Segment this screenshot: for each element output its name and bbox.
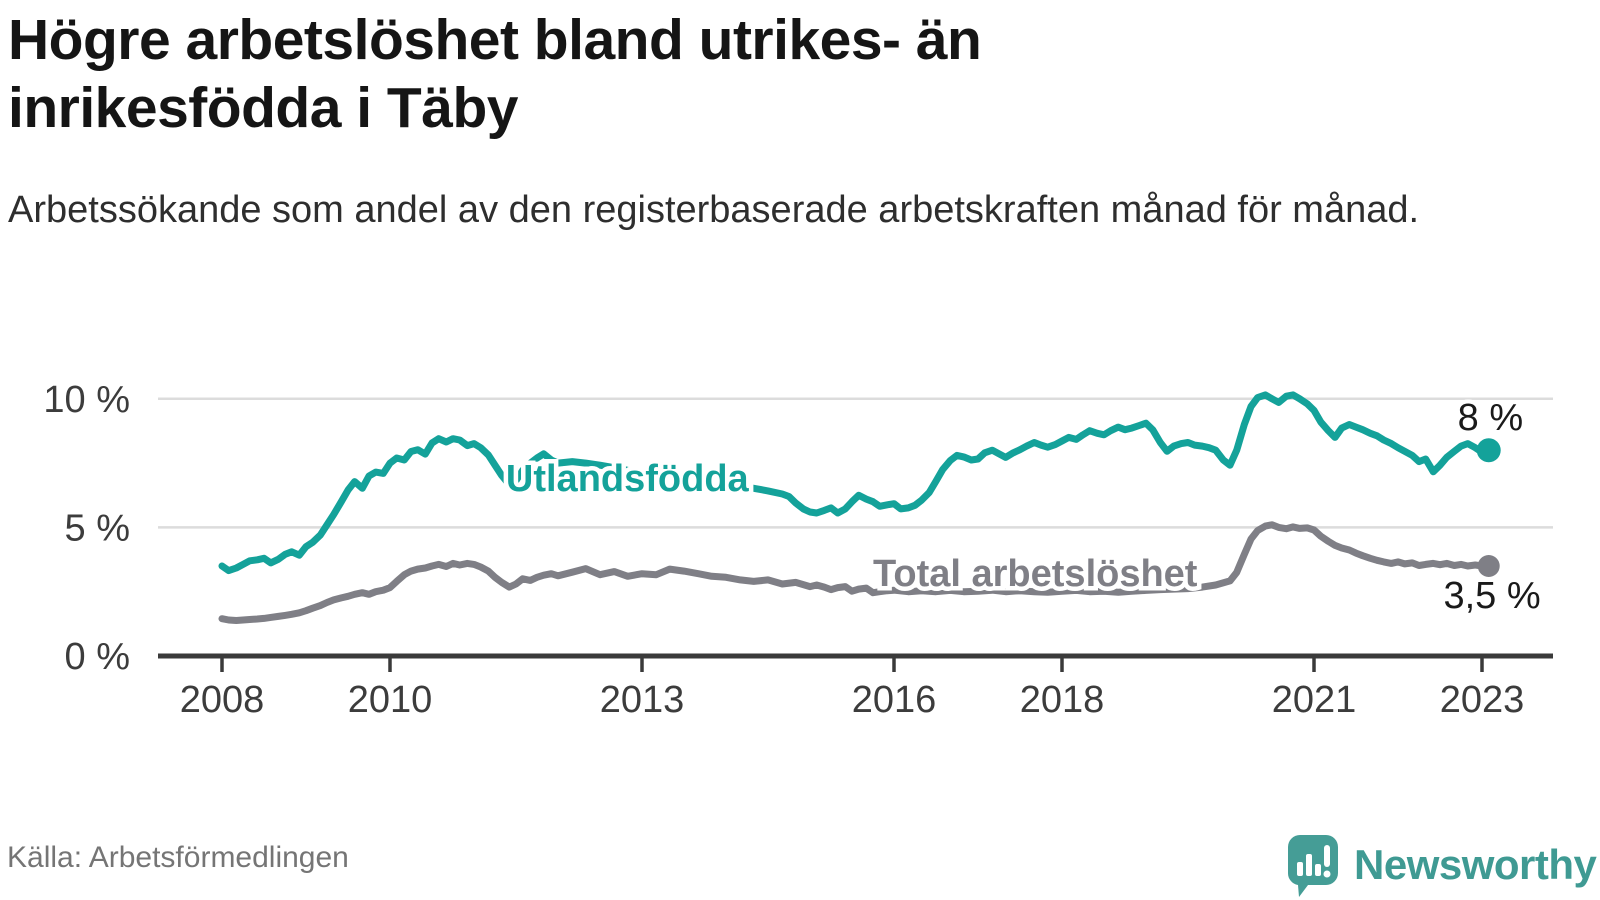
newsworthy-bubble-chart-icon bbox=[1287, 835, 1338, 897]
x-tick-label: 2008 bbox=[180, 679, 265, 721]
x-tick-label: 2016 bbox=[852, 679, 937, 721]
x-tick-label: 2013 bbox=[600, 679, 685, 721]
newsworthy-logo: Newsworthy bbox=[1286, 833, 1597, 897]
end-value-label-total: 3,5 % bbox=[1443, 575, 1540, 617]
series-end-dot-utlandsfodda bbox=[1476, 438, 1501, 463]
series-label-utlandsfodda: Utlandsfödda bbox=[506, 458, 750, 500]
newsworthy-logo-text: Newsworthy bbox=[1354, 841, 1597, 888]
y-tick-label: 5 % bbox=[65, 507, 130, 549]
end-value-label-utlandsfodda: 8 % bbox=[1458, 397, 1523, 439]
page-title-line1: Högre arbetslöshet bland utrikes- än bbox=[8, 8, 982, 72]
x-tick-label: 2023 bbox=[1440, 679, 1525, 721]
x-tick-label: 2021 bbox=[1272, 679, 1357, 721]
chart-subtitle: Arbetssökande som andel av den registerb… bbox=[8, 189, 1420, 231]
page-title: Högre arbetslöshet bland utrikes- än inr… bbox=[8, 6, 1268, 143]
y-tick-label: 0 % bbox=[65, 636, 130, 678]
x-tick-label: 2010 bbox=[348, 679, 433, 721]
source-note: Källa: Arbetsförmedlingen bbox=[7, 841, 349, 874]
series-line-utlandsfodda bbox=[218, 391, 1493, 575]
page-title-line2: inrikesfödda i Täby bbox=[8, 76, 518, 141]
x-tick-label: 2018 bbox=[1020, 679, 1105, 721]
series-label-total: Total arbetslöshet bbox=[873, 553, 1198, 595]
y-tick-label: 10 % bbox=[43, 379, 130, 421]
series-end-dot-total bbox=[1477, 554, 1500, 577]
series-line-total bbox=[218, 521, 1493, 624]
